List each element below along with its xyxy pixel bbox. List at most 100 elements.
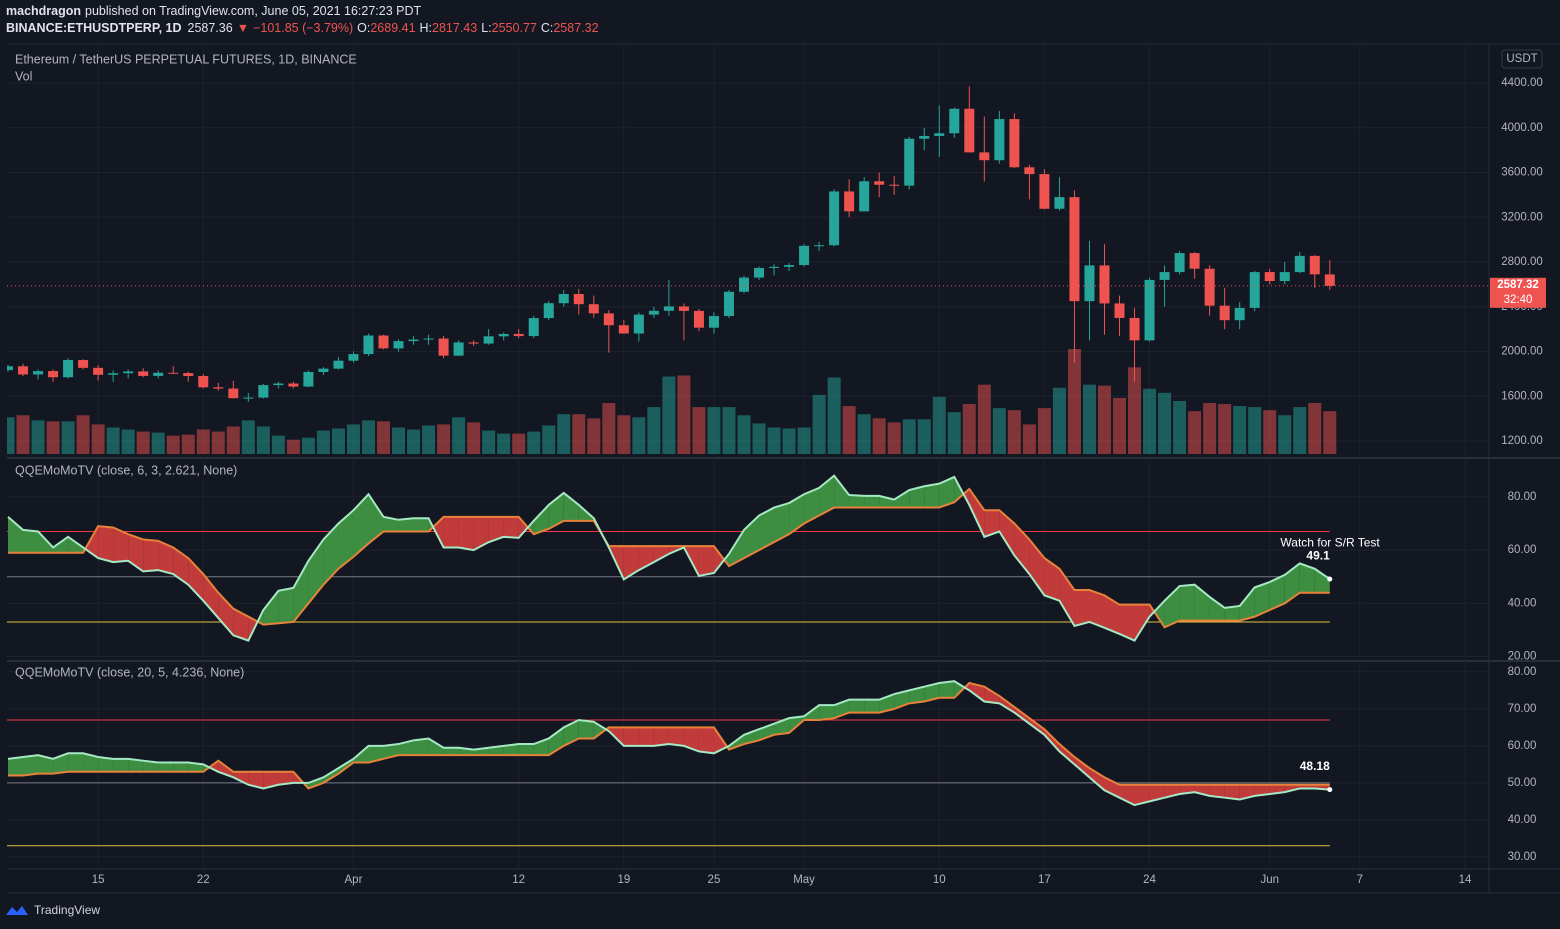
fill-band bbox=[954, 681, 965, 698]
volume-bar bbox=[737, 415, 751, 454]
fill-band bbox=[728, 529, 744, 567]
indicator-title: QQEMoMoTV (close, 20, 5, 4.236, None) bbox=[15, 665, 244, 679]
fill-band bbox=[578, 719, 594, 739]
volume-bar bbox=[166, 435, 180, 454]
fill-band bbox=[1224, 605, 1240, 621]
candle-body bbox=[93, 367, 104, 375]
author: machdragon bbox=[6, 4, 81, 18]
y-tick-label: 80.00 bbox=[1508, 666, 1537, 678]
fill-band bbox=[984, 686, 1000, 704]
x-tick-label: 7 bbox=[1357, 874, 1363, 886]
volume-bar bbox=[497, 433, 511, 454]
fill-band bbox=[789, 494, 805, 535]
x-tick-label: 17 bbox=[1038, 874, 1051, 886]
currency-box[interactable] bbox=[1501, 49, 1543, 69]
volume-bar bbox=[226, 426, 240, 454]
x-tick-label: 12 bbox=[512, 874, 525, 886]
volume-bar bbox=[842, 406, 856, 454]
candle-body bbox=[198, 376, 209, 388]
brand-logo[interactable]: TradingView bbox=[6, 903, 100, 917]
volume-bar bbox=[572, 414, 586, 454]
x-tick-label: 25 bbox=[708, 874, 721, 886]
candle-body bbox=[919, 135, 930, 139]
last-value-dot bbox=[1327, 787, 1333, 793]
volume-bar bbox=[331, 428, 345, 454]
volume-bar bbox=[902, 419, 916, 454]
y-tick-label: 60.00 bbox=[1508, 740, 1537, 752]
volume-bar bbox=[256, 426, 270, 454]
candle-body bbox=[769, 266, 780, 268]
fill-band bbox=[428, 738, 444, 756]
fill-band bbox=[1149, 784, 1165, 802]
candle-body bbox=[528, 318, 539, 337]
fill-band bbox=[638, 727, 654, 746]
fill-band bbox=[1074, 756, 1090, 778]
candle-body bbox=[1309, 255, 1320, 275]
fill-band bbox=[683, 727, 699, 752]
indicator-line bbox=[7, 474, 1331, 642]
fill-band bbox=[1154, 600, 1165, 628]
candle-body bbox=[1219, 305, 1230, 321]
indicator-line bbox=[8, 487, 1330, 629]
fill-band bbox=[834, 475, 850, 508]
fill-band bbox=[1014, 707, 1030, 724]
volume-bar bbox=[932, 396, 946, 454]
volume-bar bbox=[121, 429, 135, 454]
fill-band bbox=[1134, 784, 1150, 806]
volume-bar bbox=[872, 418, 886, 454]
fill-band bbox=[143, 539, 159, 572]
currency[interactable]: USDT bbox=[1506, 53, 1537, 65]
y-tick-label: 4000.00 bbox=[1501, 122, 1543, 134]
volume-bar bbox=[301, 437, 315, 454]
volume-bar bbox=[196, 429, 210, 454]
candle-body bbox=[423, 338, 434, 340]
volume-bar bbox=[377, 421, 391, 454]
fill-band bbox=[774, 718, 790, 735]
volume-bar bbox=[286, 439, 300, 454]
volume-bar bbox=[617, 415, 631, 454]
volume-bar bbox=[587, 418, 601, 454]
volume-bar bbox=[1293, 407, 1307, 454]
candle-body bbox=[723, 291, 734, 317]
fill-band bbox=[1044, 558, 1060, 601]
fill-band bbox=[278, 771, 294, 785]
fill-band bbox=[233, 771, 249, 785]
fill-band bbox=[864, 699, 880, 713]
volume-bar bbox=[722, 407, 736, 454]
volume-bar bbox=[106, 427, 120, 454]
volume-bar bbox=[1323, 411, 1337, 454]
volume-bar bbox=[677, 375, 691, 454]
volume-bar bbox=[1188, 411, 1202, 454]
price: 2587.36 bbox=[188, 21, 233, 35]
fill-band bbox=[98, 526, 114, 563]
fill-band bbox=[849, 495, 865, 508]
volume-bar bbox=[647, 407, 661, 454]
y-tick-label: 3600.00 bbox=[1501, 167, 1543, 179]
last-value-label: 49.1 bbox=[1306, 548, 1330, 562]
fill-band bbox=[527, 520, 534, 535]
fill-band bbox=[383, 516, 399, 532]
candle-body bbox=[468, 342, 479, 344]
candle-body bbox=[18, 366, 29, 375]
ohlc-label: H: bbox=[420, 21, 433, 35]
volume-bar bbox=[361, 420, 375, 454]
volume-bar bbox=[1263, 410, 1277, 454]
candle-body bbox=[1264, 272, 1275, 282]
volume-bar bbox=[1128, 367, 1142, 454]
fill-band bbox=[128, 758, 144, 772]
fill-band bbox=[1179, 584, 1195, 621]
candle-body bbox=[1204, 268, 1215, 306]
candle-body bbox=[78, 360, 89, 368]
volume-bar bbox=[1173, 400, 1187, 454]
fill-band bbox=[713, 546, 725, 574]
candle-body bbox=[573, 294, 584, 305]
candle-body bbox=[1129, 317, 1140, 341]
fill-band bbox=[173, 762, 189, 772]
fill-band bbox=[503, 744, 519, 756]
candle-body bbox=[1084, 265, 1095, 302]
annotation: Watch for S/R Test bbox=[1280, 535, 1380, 549]
y-tick-label: 2800.00 bbox=[1501, 256, 1543, 268]
volume-bar bbox=[181, 434, 195, 454]
candle-body bbox=[438, 338, 449, 356]
fill-band bbox=[1134, 604, 1150, 641]
